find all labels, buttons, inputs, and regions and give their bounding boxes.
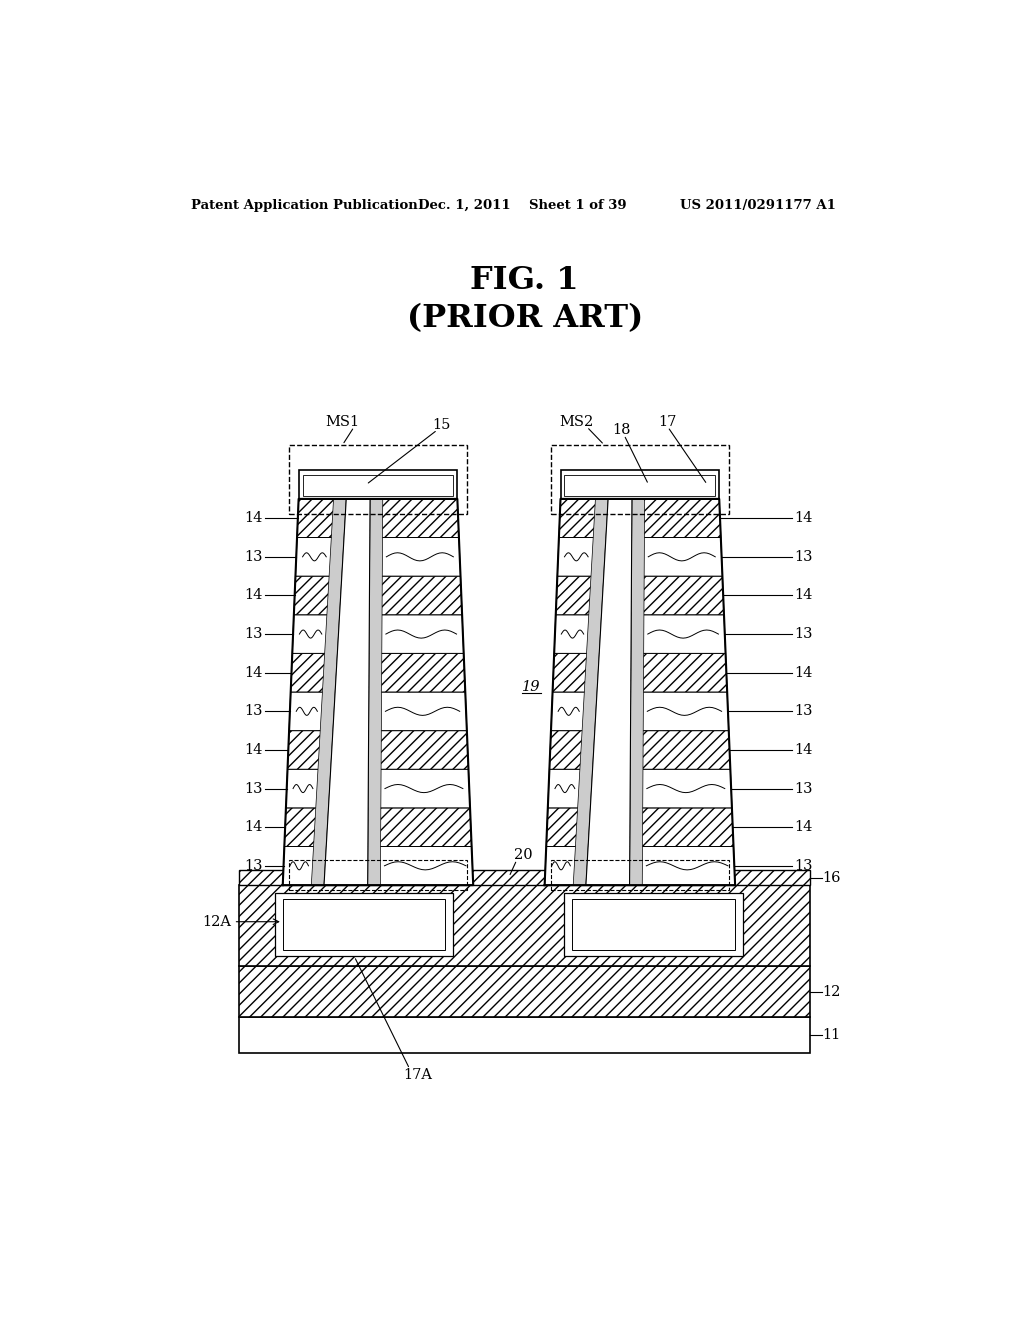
Text: 14: 14 <box>795 820 813 834</box>
Text: 13: 13 <box>245 705 263 718</box>
Text: 17: 17 <box>658 414 677 429</box>
Text: 14: 14 <box>245 511 263 525</box>
Polygon shape <box>296 537 461 576</box>
Polygon shape <box>291 653 465 692</box>
Text: 14: 14 <box>795 743 813 756</box>
Polygon shape <box>294 576 462 615</box>
Polygon shape <box>292 615 464 653</box>
Text: 13: 13 <box>245 550 263 564</box>
Text: US 2011/0291177 A1: US 2011/0291177 A1 <box>680 199 836 213</box>
Polygon shape <box>553 653 727 692</box>
Bar <box>564 894 743 956</box>
Polygon shape <box>559 499 721 537</box>
Bar <box>303 474 454 496</box>
Polygon shape <box>556 576 724 615</box>
Text: Sheet 1 of 39: Sheet 1 of 39 <box>528 199 627 213</box>
Polygon shape <box>288 731 468 770</box>
Bar <box>551 445 729 515</box>
Polygon shape <box>630 499 645 886</box>
Bar <box>240 886 811 966</box>
Polygon shape <box>311 499 346 886</box>
Polygon shape <box>586 499 632 886</box>
Polygon shape <box>546 808 733 846</box>
Bar <box>274 894 454 956</box>
Polygon shape <box>545 846 735 886</box>
Bar <box>572 899 735 950</box>
Polygon shape <box>324 499 370 886</box>
Text: 19: 19 <box>522 680 541 694</box>
Polygon shape <box>554 615 726 653</box>
Text: (PRIOR ART): (PRIOR ART) <box>407 302 643 334</box>
Text: 13: 13 <box>245 627 263 642</box>
Text: Dec. 1, 2011: Dec. 1, 2011 <box>418 199 510 213</box>
Text: 13: 13 <box>795 859 813 873</box>
Bar <box>240 870 811 886</box>
Polygon shape <box>283 846 473 886</box>
Text: 14: 14 <box>795 511 813 525</box>
Text: 16: 16 <box>822 871 841 884</box>
Text: 11: 11 <box>822 1028 841 1041</box>
Text: 14: 14 <box>245 743 263 756</box>
Text: 12A: 12A <box>202 915 231 929</box>
Text: 20: 20 <box>514 847 534 862</box>
Text: 13: 13 <box>795 781 813 796</box>
Text: 14: 14 <box>795 665 813 680</box>
Text: FIG. 1: FIG. 1 <box>470 265 580 296</box>
Polygon shape <box>285 808 472 846</box>
Polygon shape <box>573 499 608 886</box>
Text: 13: 13 <box>245 781 263 796</box>
Bar <box>283 899 445 950</box>
Polygon shape <box>550 731 730 770</box>
Text: 13: 13 <box>795 550 813 564</box>
Text: 18: 18 <box>612 422 631 437</box>
Text: MS1: MS1 <box>326 414 359 429</box>
Text: 13: 13 <box>795 627 813 642</box>
Text: MS2: MS2 <box>559 414 594 429</box>
Polygon shape <box>548 770 732 808</box>
Text: 14: 14 <box>245 820 263 834</box>
Text: 15: 15 <box>432 417 451 432</box>
Bar <box>564 474 715 496</box>
Text: 13: 13 <box>795 705 813 718</box>
Text: 12: 12 <box>822 985 841 999</box>
Bar <box>551 859 729 890</box>
Polygon shape <box>368 499 383 886</box>
Text: 14: 14 <box>245 665 263 680</box>
Bar <box>289 859 467 890</box>
Polygon shape <box>286 770 470 808</box>
Bar <box>240 1018 811 1053</box>
Polygon shape <box>557 537 722 576</box>
Text: 14: 14 <box>245 589 263 602</box>
Text: 14: 14 <box>795 589 813 602</box>
Bar <box>289 445 467 515</box>
Bar <box>560 470 719 499</box>
Polygon shape <box>551 692 729 731</box>
Bar <box>299 470 458 499</box>
Polygon shape <box>289 692 467 731</box>
Text: Patent Application Publication: Patent Application Publication <box>191 199 418 213</box>
Bar <box>240 966 811 1018</box>
Polygon shape <box>297 499 459 537</box>
Text: 17A: 17A <box>403 1068 432 1082</box>
Text: 13: 13 <box>245 859 263 873</box>
